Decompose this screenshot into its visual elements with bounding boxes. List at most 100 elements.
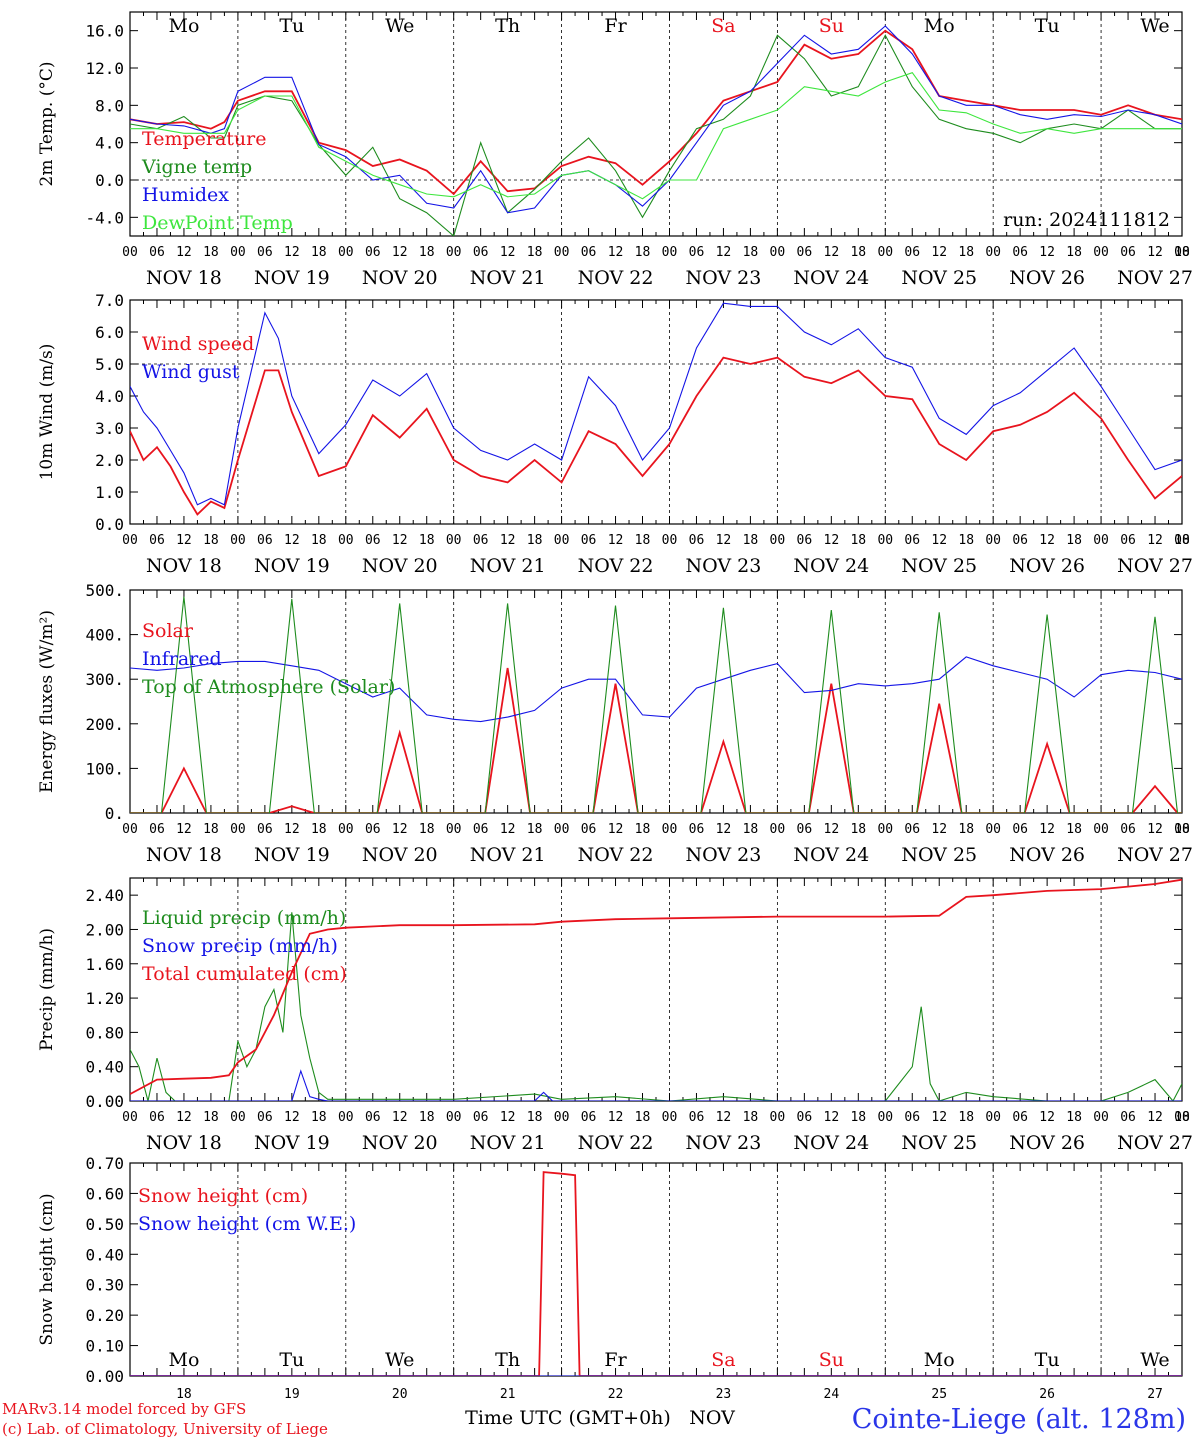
day-label: NOV 24 xyxy=(793,1132,869,1154)
y-tick-label: 7.0 xyxy=(95,291,124,310)
y-tick-label: 16.0 xyxy=(85,22,124,41)
day-label: NOV 22 xyxy=(578,1132,654,1154)
day-label: NOV 26 xyxy=(1009,555,1085,577)
hour-tick-label: 06 xyxy=(1012,822,1028,837)
hour-tick-label: 06 xyxy=(473,533,489,548)
day-number-label: 27 xyxy=(1147,1387,1163,1402)
y-tick-label: 300. xyxy=(85,670,124,689)
hour-tick-label: 18 xyxy=(203,822,219,837)
hour-tick-label: 18 xyxy=(419,1110,435,1125)
hour-tick-label: 12 xyxy=(500,245,516,260)
hour-tick-label: 12 xyxy=(1147,245,1163,260)
hour-tick-label: 12 xyxy=(824,1110,840,1125)
hour-tick-label: 06 xyxy=(1120,822,1136,837)
hour-tick-label: 12 xyxy=(1039,245,1055,260)
hour-tick-label: 18 xyxy=(743,533,759,548)
day-label: NOV 27 xyxy=(1117,555,1193,577)
hour-tick-label: 12 xyxy=(824,822,840,837)
hour-tick-label: 12 xyxy=(931,822,947,837)
weekday-label: We xyxy=(1140,1349,1169,1371)
hour-tick-label: 06 xyxy=(149,533,165,548)
hour-tick-label: 18 xyxy=(1174,822,1190,837)
series-line-top-of-atmosphere-solar- xyxy=(130,596,1182,813)
y-axis-label: 10m Wind (m/s) xyxy=(37,344,57,481)
y-tick-label: 4.0 xyxy=(95,387,124,406)
hour-tick-label: 06 xyxy=(257,533,273,548)
hour-tick-label: 18 xyxy=(635,1110,651,1125)
hour-tick-label: 06 xyxy=(904,1110,920,1125)
hour-tick-label: 00 xyxy=(554,533,570,548)
day-label: NOV 23 xyxy=(686,267,762,289)
hour-tick-label: 00 xyxy=(985,245,1001,260)
hour-tick-label: 18 xyxy=(635,822,651,837)
y-tick-label: 5.0 xyxy=(95,355,124,374)
weekday-label: Mo xyxy=(924,1349,955,1371)
weekday-label: Su xyxy=(819,15,844,37)
y-tick-label: 2.40 xyxy=(85,886,124,905)
hour-tick-label: 06 xyxy=(689,1110,705,1125)
y-tick-label: 0.0 xyxy=(95,515,124,534)
panel-frame xyxy=(129,11,1183,237)
hour-tick-label: 18 xyxy=(1066,822,1082,837)
panel-2: 7.0 6.0 5.0 4.0 3.0 2.0 1.0 0.0 10m Wind (m/s) Wi… xyxy=(37,291,1193,577)
hour-tick-label: 18 xyxy=(203,533,219,548)
weekday-label: Su xyxy=(819,1349,844,1371)
hour-tick-label: 12 xyxy=(500,1110,516,1125)
model-credit: MARv3.14 model forced by GFS xyxy=(2,1400,246,1418)
hour-tick-label: 18 xyxy=(203,1110,219,1125)
hour-tick-label: 18 xyxy=(1066,1110,1082,1125)
day-number-label: 18 xyxy=(176,1387,192,1402)
day-label: NOV 23 xyxy=(686,844,762,866)
day-label: NOV 21 xyxy=(470,1132,546,1154)
hour-tick-label: 06 xyxy=(904,822,920,837)
y-tick-label: 0.60 xyxy=(85,1184,124,1203)
hour-tick-label: 12 xyxy=(716,1110,732,1125)
hour-tick-label: 18 xyxy=(527,1110,543,1125)
hour-tick-label: 06 xyxy=(473,822,489,837)
lab-credit: (c) Lab. of Climatology, University of L… xyxy=(2,1420,328,1438)
y-tick-label: 0.00 xyxy=(85,1092,124,1111)
hour-tick-label: 12 xyxy=(392,822,408,837)
day-label: NOV 19 xyxy=(254,555,330,577)
hour-tick-label: 00 xyxy=(554,822,570,837)
hour-tick-label: 12 xyxy=(1147,822,1163,837)
hour-tick-label: 18 xyxy=(635,533,651,548)
hour-tick-label: 12 xyxy=(284,533,300,548)
hour-tick-label: 00 xyxy=(1174,822,1190,837)
y-tick-label: 0.10 xyxy=(85,1337,124,1356)
day-label: NOV 24 xyxy=(793,555,869,577)
hour-tick-label: 00 xyxy=(338,533,354,548)
hour-tick-label: 00 xyxy=(877,1110,893,1125)
hour-tick-label: 06 xyxy=(904,533,920,548)
hour-tick-label: 12 xyxy=(500,533,516,548)
hour-tick-label: 18 xyxy=(311,822,327,837)
weekday-label: Fr xyxy=(604,1349,627,1371)
station-label: Cointe-Liege (alt. 128m) xyxy=(852,1404,1186,1435)
hour-tick-label: 06 xyxy=(797,533,813,548)
hour-tick-label: 06 xyxy=(365,822,381,837)
hour-tick-label: 00 xyxy=(122,533,138,548)
series-line-total-cumulated-cm- xyxy=(130,878,1182,1095)
hour-tick-label: 18 xyxy=(311,533,327,548)
weekday-label: Sa xyxy=(711,15,735,37)
weekday-label: Tu xyxy=(279,1349,304,1371)
hour-tick-label: 12 xyxy=(1039,1110,1055,1125)
day-label: NOV 18 xyxy=(146,1132,222,1154)
hour-tick-label: 06 xyxy=(149,245,165,260)
hour-tick-label: 00 xyxy=(122,1110,138,1125)
hour-tick-label: 12 xyxy=(1147,1110,1163,1125)
hour-tick-label: 12 xyxy=(176,245,192,260)
hour-tick-label: 18 xyxy=(850,822,866,837)
day-label: NOV 24 xyxy=(793,267,869,289)
hour-tick-label: 00 xyxy=(554,1110,570,1125)
y-tick-label: 0.0 xyxy=(95,171,124,190)
y-tick-label: 3.0 xyxy=(95,419,124,438)
weekday-label: We xyxy=(385,15,414,37)
hour-tick-label: 00 xyxy=(122,245,138,260)
hour-tick-label: 18 xyxy=(1174,533,1190,548)
y-tick-label: 0.50 xyxy=(85,1215,124,1234)
day-label: NOV 26 xyxy=(1009,844,1085,866)
hour-tick-label: 18 xyxy=(850,245,866,260)
hour-tick-label: 06 xyxy=(581,533,597,548)
